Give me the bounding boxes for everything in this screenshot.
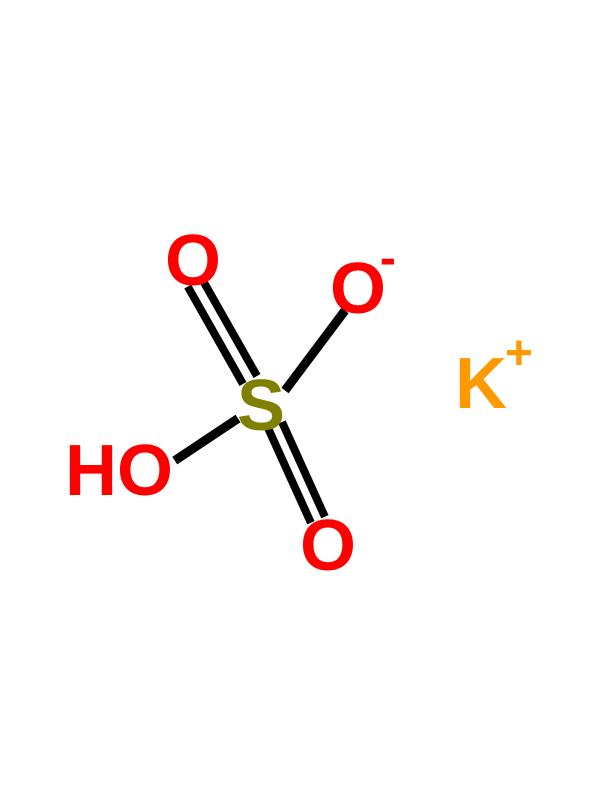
chemical-structure-diagram: SOO-OHOK+ [0,0,600,800]
bond-line [173,414,241,463]
charge-K: + [505,330,533,378]
atom-S: S [237,370,285,442]
atom-O_top: O [165,225,221,297]
atom-O_bottom: O [300,510,356,582]
atom-K: K [455,348,507,420]
charge-O_right: - [380,235,396,283]
atom-HO: HO [65,435,173,507]
atom-O_right: O [330,253,386,325]
